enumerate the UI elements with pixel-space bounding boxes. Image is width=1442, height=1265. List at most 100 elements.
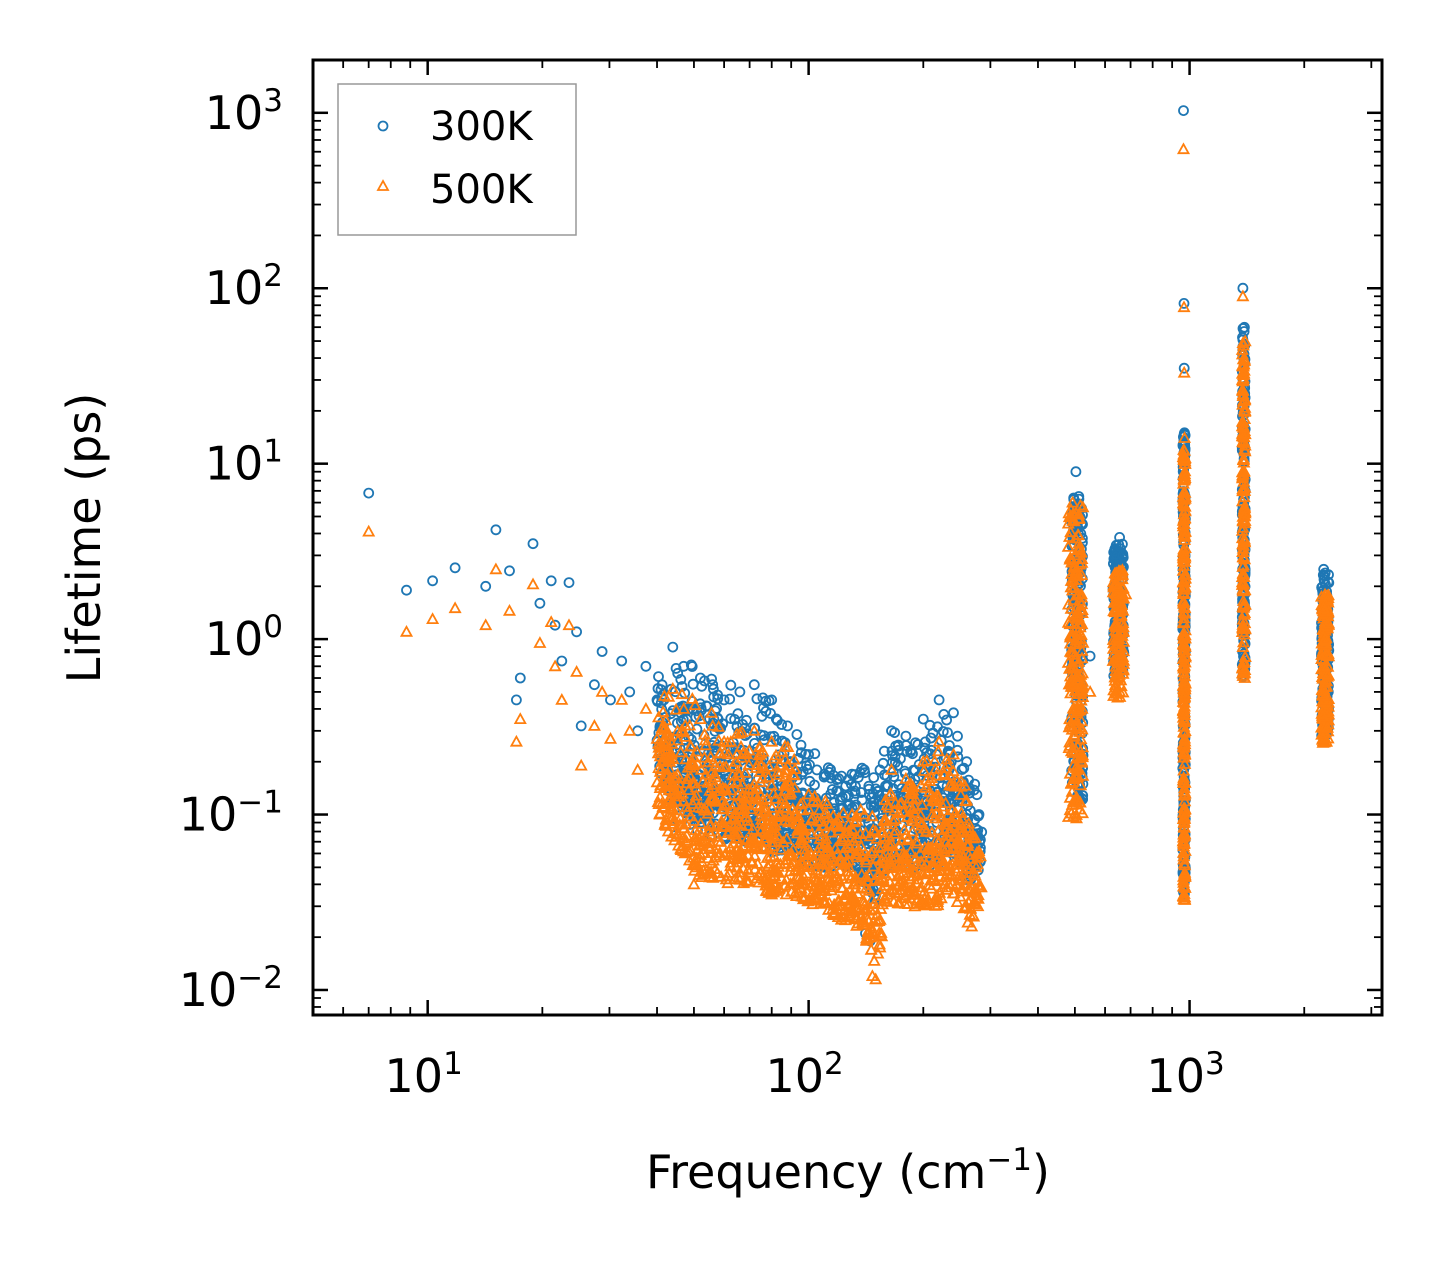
data-point-500K: [666, 682, 680, 694]
data-point-500K: [850, 847, 864, 859]
data-point-500K: [1316, 688, 1330, 701]
data-point-300K: [672, 667, 684, 679]
data-point-500K: [887, 894, 901, 907]
data-point-300K: [616, 655, 628, 667]
data-point-500K: [1176, 637, 1190, 650]
data-point-500K: [650, 775, 664, 788]
data-point-500K: [1074, 778, 1088, 791]
data-point-500K: [831, 899, 845, 912]
data-point-500K: [825, 880, 839, 893]
data-point-500K: [901, 831, 915, 844]
data-point-500K: [747, 723, 761, 736]
data-point-500K: [781, 815, 796, 828]
data-point-500K: [785, 855, 800, 868]
legend: 300K 500K: [337, 83, 577, 236]
data-point-500K: [973, 880, 988, 893]
data-point-500K: [655, 721, 669, 734]
data-point-500K: [972, 846, 986, 859]
data-point-500K: [872, 925, 886, 938]
legend-marker-500K: [376, 179, 390, 191]
data-point-500K: [717, 760, 731, 773]
data-point-300K: [605, 694, 616, 706]
data-point-500K: [680, 772, 694, 784]
data-point-500K: [965, 919, 979, 932]
data-point-500K: [884, 868, 898, 881]
data-point-500K: [888, 812, 902, 825]
data-point-500K: [793, 797, 808, 810]
data-point-500K: [805, 827, 819, 840]
data-point-300K: [801, 760, 812, 772]
data-point-500K: [1074, 693, 1088, 706]
data-point-500K: [866, 859, 880, 872]
data-point-500K: [1316, 709, 1330, 721]
data-point-500K: [768, 850, 782, 862]
data-point-500K: [915, 797, 929, 810]
data-point-500K: [926, 872, 941, 885]
data-point-500K: [1178, 525, 1192, 537]
data-point-500K: [1176, 695, 1190, 707]
data-point-500K: [681, 760, 695, 773]
data-point-500K: [810, 813, 825, 826]
data-point-500K: [1176, 889, 1191, 902]
data-point-300K: [972, 810, 984, 822]
data-point-500K: [570, 665, 584, 677]
data-point-500K: [842, 824, 856, 837]
data-point-500K: [448, 601, 462, 614]
data-point-500K: [779, 765, 793, 778]
data-point-500K: [828, 905, 842, 918]
data-point-500K: [1061, 516, 1075, 529]
data-point-500K: [952, 848, 967, 861]
data-point-500K: [792, 822, 806, 835]
data-point-300K: [973, 809, 985, 820]
data-point-500K: [769, 748, 783, 761]
data-point-500K: [1177, 431, 1192, 443]
data-point-500K: [764, 849, 778, 861]
data-point-300K: [925, 732, 937, 744]
data-point-500K: [1064, 580, 1078, 593]
data-point-500K: [937, 768, 951, 780]
data-point-500K: [1236, 594, 1250, 606]
data-point-300K: [893, 779, 905, 791]
data-point-500K: [732, 852, 746, 864]
data-point-500K: [783, 808, 797, 821]
data-point-500K: [752, 748, 766, 761]
data-point-500K: [817, 807, 831, 820]
data-point-500K: [956, 825, 970, 838]
data-point-500K: [665, 736, 679, 749]
data-point-500K: [1317, 611, 1331, 624]
data-point-500K: [929, 768, 943, 781]
data-point-500K: [716, 793, 730, 806]
data-point-500K: [896, 873, 910, 885]
data-point-500K: [951, 861, 965, 874]
data-point-500K: [778, 813, 792, 826]
data-point-500K: [1075, 603, 1089, 615]
data-point-300K: [952, 730, 963, 742]
data-point-500K: [929, 874, 943, 887]
data-point-300K: [770, 713, 782, 725]
data-point-500K: [656, 800, 670, 812]
data-point-500K: [1083, 685, 1097, 697]
data-point-500K: [1073, 802, 1087, 815]
data-point-500K: [843, 840, 857, 852]
data-point-500K: [670, 803, 684, 816]
data-point-500K: [880, 895, 894, 907]
data-point-500K: [707, 755, 721, 767]
data-point-300K: [652, 683, 664, 694]
data-point-500K: [1178, 499, 1192, 512]
data-point-500K: [805, 878, 819, 891]
data-point-500K: [872, 841, 886, 853]
data-point-300K: [575, 720, 587, 732]
x-tick-label: 101: [385, 1046, 463, 1103]
data-point-500K: [885, 837, 899, 850]
data-point-500K: [513, 712, 527, 724]
data-point-500K: [1176, 519, 1190, 532]
data-point-500K: [1177, 740, 1191, 753]
data-point-500K: [1178, 601, 1192, 614]
data-point-500K: [903, 891, 917, 904]
data-point-500K: [971, 857, 985, 870]
data-point-500K: [595, 685, 609, 697]
data-point-500K: [1119, 587, 1133, 600]
data-point-500K: [723, 841, 737, 853]
data-point-500K: [954, 806, 968, 818]
